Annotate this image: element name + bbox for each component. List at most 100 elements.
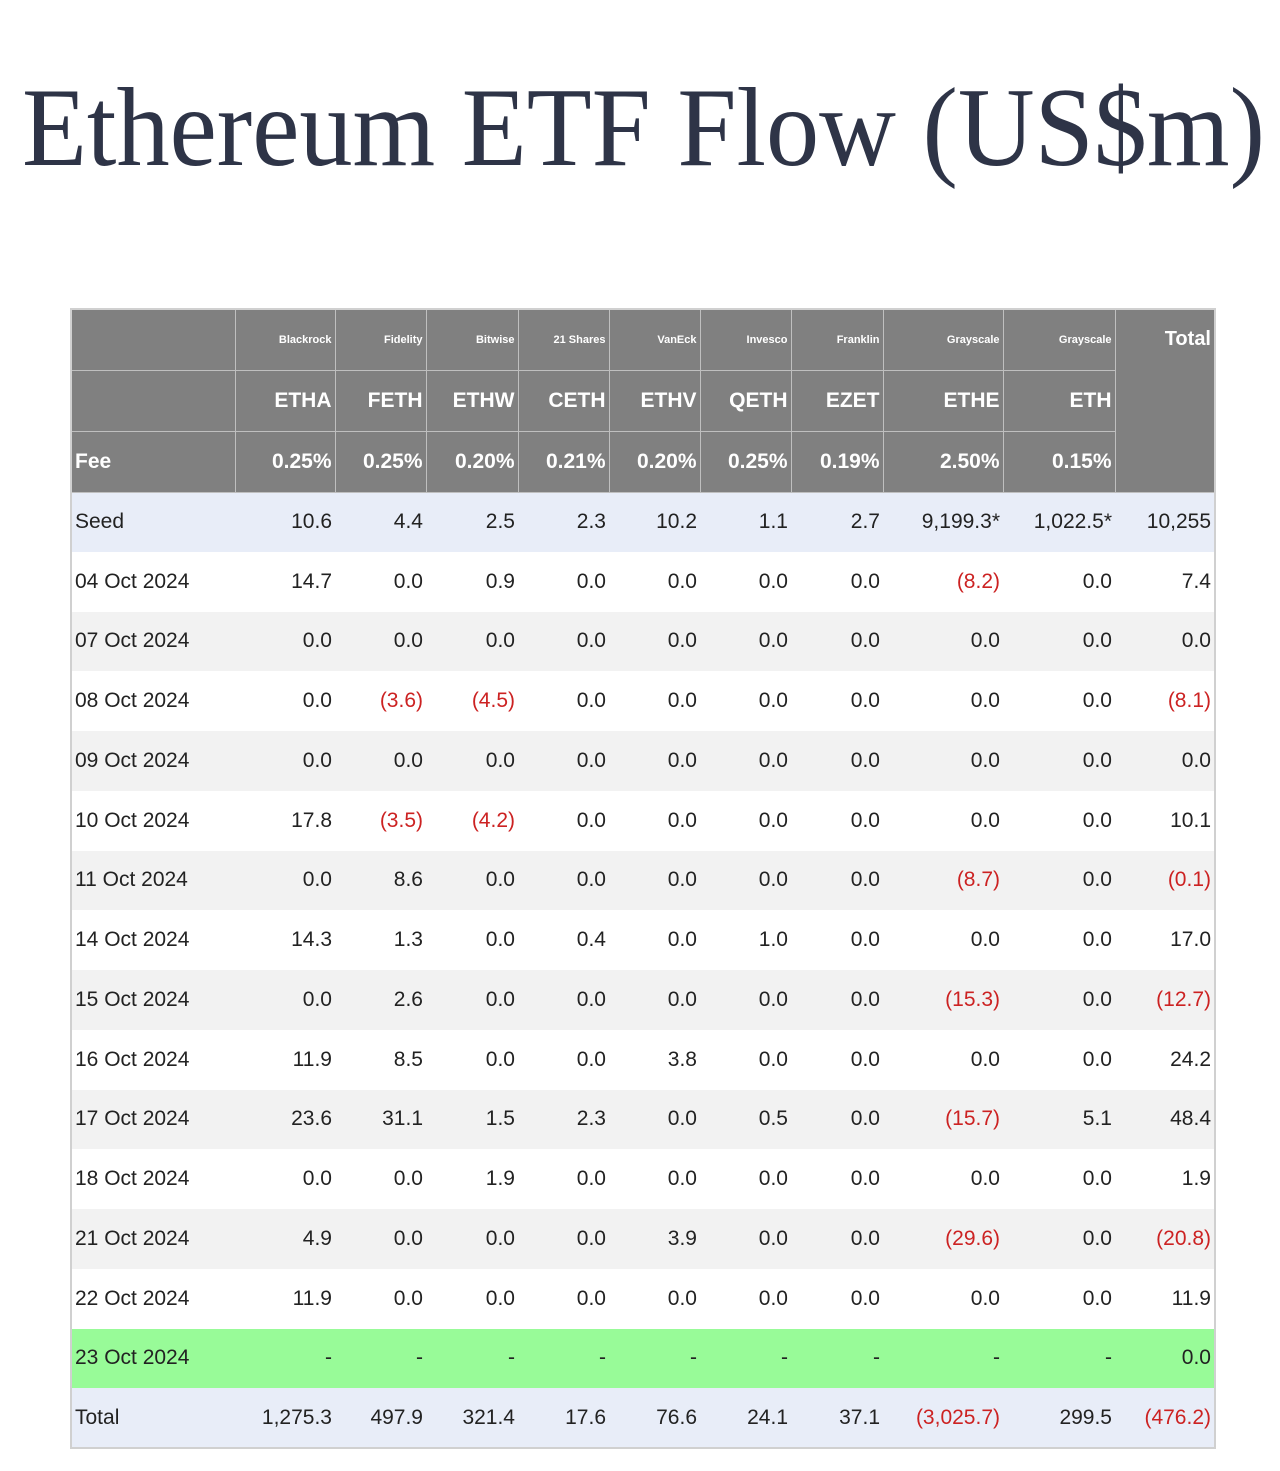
flow-cell: 0.0: [576, 808, 606, 832]
flow-cell: 9,199.3*: [921, 510, 1000, 534]
data-row: 15 Oct 2024 0.0 2.6 0.0 0.0 0.0 0.0 0.0 (15.3) 0.…: [71, 970, 1215, 1030]
flow-cell: 0.0: [485, 987, 515, 1011]
flow-cell: 8.5: [393, 1047, 423, 1071]
flow-cell: 0.4: [576, 928, 606, 952]
flow-cell: 0.0: [758, 629, 788, 653]
issuer-name: Fidelity: [334, 308, 427, 371]
flow-cell: 0.0: [302, 868, 332, 892]
flow-cell: 0.0: [1082, 1047, 1112, 1071]
flow-cell: 1,275.3: [261, 1405, 332, 1429]
flow-cell: 0.0: [758, 868, 788, 892]
flow-cell: 11.9: [292, 1047, 332, 1071]
row-label: 23 Oct 2024: [75, 1346, 190, 1370]
issuer-name: 21 Shares: [517, 308, 610, 371]
issuer-name: Grayscale: [1002, 308, 1116, 371]
flow-cell: 0.0: [850, 689, 880, 713]
flow-cell: 0.0: [758, 569, 788, 593]
flow-cell: 0.0: [485, 629, 515, 653]
flow-cell: 0.0: [576, 1167, 606, 1191]
flow-cell: -: [690, 1346, 697, 1370]
flow-cell: 0.0: [850, 1167, 880, 1191]
fee: 0.20%: [608, 430, 701, 493]
fee: 0.19%: [790, 430, 884, 493]
flow-cell: 0.0: [302, 987, 332, 1011]
flow-cell: 0.0: [667, 689, 697, 713]
flow-cell: (8.2): [956, 569, 1000, 593]
flow-cell: 17.0: [1170, 928, 1211, 952]
ticker: EZET: [790, 369, 884, 432]
fee-row: Fee 0.25% 0.25% 0.20% 0.21% 0.20% 0.25% 0.19% 2.…: [70, 430, 1215, 493]
flow-cell: (476.2): [1144, 1405, 1211, 1429]
fee-label: Fee: [70, 430, 236, 493]
flow-cell: 4.9: [302, 1226, 332, 1250]
flow-cell: 0.0: [850, 1286, 880, 1310]
flow-cell: 0.0: [970, 808, 1000, 832]
flow-cell: 37.1: [839, 1405, 880, 1429]
data-row: 08 Oct 2024 0.0 (3.6) (4.5) 0.0 0.0 0.0 0.0 0.0 0…: [71, 671, 1215, 731]
flow-cell: 0.0: [302, 1167, 332, 1191]
flow-cell: 0.0: [970, 1167, 1000, 1191]
row-label: 18 Oct 2024: [75, 1167, 190, 1191]
flow-cell: 0.0: [393, 1226, 423, 1250]
flow-cell: -: [508, 1346, 515, 1370]
ticker: ETHW: [425, 369, 519, 432]
flow-cell: 0.0: [970, 1286, 1000, 1310]
issuer-name: Franklin: [790, 308, 884, 371]
flow-cell: 0.0: [850, 629, 880, 653]
data-row: 22 Oct 2024 11.9 0.0 0.0 0.0 0.0 0.0 0.0 0.0 0.0 1…: [71, 1268, 1215, 1329]
fee: 0.25%: [699, 430, 792, 493]
flow-cell: 10,255: [1146, 510, 1211, 534]
flow-cell: 0.0: [667, 1167, 697, 1191]
flow-cell: (4.2): [471, 808, 515, 832]
flow-cell: 10.1: [1170, 808, 1211, 832]
corner-cell: [70, 308, 236, 371]
flow-cell: 0.0: [758, 748, 788, 772]
flow-cell: 0.0: [758, 808, 788, 832]
flow-cell: 8.6: [393, 868, 423, 892]
data-row: 21 Oct 2024 4.9 0.0 0.0 0.0 3.9 0.0 0.0 (29.6) 0.…: [71, 1209, 1215, 1269]
issuer-row: Blackrock Fidelity Bitwise 21 Shares VanEck I…: [70, 308, 1216, 493]
flow-cell: 0.0: [576, 1226, 606, 1250]
flow-cell: 0.0: [850, 928, 880, 952]
row-label: Total: [75, 1405, 120, 1429]
flow-cell: 0.0: [576, 987, 606, 1011]
issuer-name: VanEck: [608, 308, 701, 371]
flow-cell: 0.0: [850, 569, 880, 593]
flow-cell: 0.0: [758, 689, 788, 713]
flow-cell: 0.0: [302, 748, 332, 772]
flow-cell: 0.0: [758, 1286, 788, 1310]
flow-cell: 1.3: [393, 928, 423, 952]
flow-cell: (29.6): [945, 1226, 1000, 1250]
flow-cell: 1.1: [758, 510, 788, 534]
flow-cell: 1,022.5*: [1033, 510, 1112, 534]
row-label: 21 Oct 2024: [75, 1226, 190, 1250]
flow-cell: 76.6: [656, 1405, 697, 1429]
flow-cell: 0.0: [485, 928, 515, 952]
row-label: 15 Oct 2024: [75, 987, 190, 1011]
flow-cell: 0.0: [850, 868, 880, 892]
total-header: Total: [1114, 308, 1216, 493]
data-row: 17 Oct 2024 23.6 31.1 1.5 2.3 0.0 0.5 0.0 (15.7)…: [71, 1089, 1215, 1150]
flow-cell: 11.9: [292, 1286, 332, 1310]
data-row: 14 Oct 2024 14.3 1.3 0.0 0.4 0.0 1.0 0.0 0.0 0.0 1…: [71, 910, 1215, 970]
data-row: 18 Oct 2024 0.0 0.0 1.9 0.0 0.0 0.0 0.0 0.0 0.0 1.…: [71, 1149, 1215, 1209]
flow-cell: 0.0: [667, 808, 697, 832]
flow-cell: (12.7): [1156, 987, 1211, 1011]
flow-cell: 0.0: [667, 987, 697, 1011]
ticker: ETHV: [608, 369, 701, 432]
row-label: 14 Oct 2024: [75, 928, 190, 952]
page-title: Ethereum ETF Flow (US$m): [22, 66, 1265, 190]
issuer-name: Blackrock: [234, 308, 336, 371]
flow-cell: -: [325, 1346, 332, 1370]
flow-cell: 0.5: [758, 1107, 788, 1131]
flow-table: Blackrock Fidelity Bitwise 21 Shares VanEck I…: [70, 308, 1216, 1449]
flow-cell: 0.0: [970, 689, 1000, 713]
flow-cell: 10.2: [656, 510, 697, 534]
flow-cell: 0.0: [576, 868, 606, 892]
flow-cell: 0.0: [1082, 868, 1112, 892]
data-row: 07 Oct 2024 0.0 0.0 0.0 0.0 0.0 0.0 0.0 0.0 0.0 0.…: [71, 611, 1215, 672]
flow-cell: (3.5): [379, 808, 423, 832]
flow-cell: 23.6: [291, 1107, 332, 1131]
flow-cell: 0.0: [758, 987, 788, 1011]
flow-cell: (4.5): [471, 689, 515, 713]
